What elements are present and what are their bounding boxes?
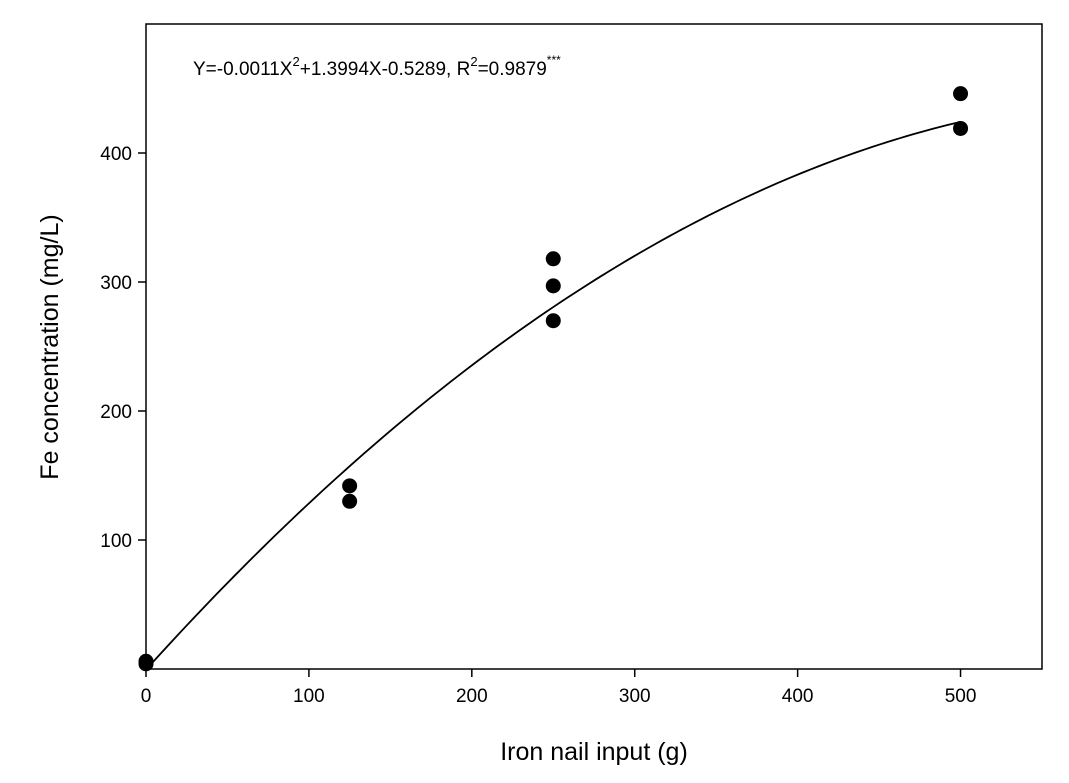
y-axis-title: Fe concentration (mg/L) [36, 214, 64, 479]
y-tick-label: 100 [100, 531, 132, 552]
data-points [138, 86, 969, 672]
x-tick-label: 200 [456, 686, 488, 707]
x-tick-label: 0 [141, 686, 152, 707]
x-tick-label: 100 [293, 686, 325, 707]
x-tick-label: 300 [619, 686, 651, 707]
data-point [545, 313, 561, 329]
data-point [953, 86, 969, 102]
y-tick-label: 300 [100, 273, 132, 294]
significance-marker: *** [547, 53, 561, 67]
regression-curve [145, 120, 961, 671]
data-point [953, 120, 969, 136]
y-tick-label: 400 [100, 144, 132, 165]
data-point [545, 278, 561, 294]
x-tick-label: 500 [945, 686, 977, 707]
data-point [342, 478, 358, 494]
x-axis-title: Iron nail input (g) [500, 738, 688, 766]
equation-suffix: =0.9879 [478, 59, 547, 80]
plot-area-frame [145, 23, 1043, 670]
data-point [545, 251, 561, 267]
y-axis-ticks: 100 200 300 400 [100, 144, 146, 552]
regression-equation: Y=-0.0011X2+1.3994X-0.5289, R2=0.9879*** [193, 53, 561, 80]
x-tick-label: 400 [782, 686, 814, 707]
equation-prefix: Y=-0.0011X [193, 59, 293, 80]
data-point [138, 653, 154, 669]
x-axis-ticks: 0 100 200 300 400 500 [141, 669, 977, 707]
data-point [342, 493, 358, 509]
equation-exponent-1: 2 [292, 54, 299, 69]
equation-middle: +1.3994X-0.5289, R [300, 59, 471, 80]
equation-exponent-2: 2 [470, 54, 477, 69]
y-tick-label: 200 [100, 402, 132, 423]
